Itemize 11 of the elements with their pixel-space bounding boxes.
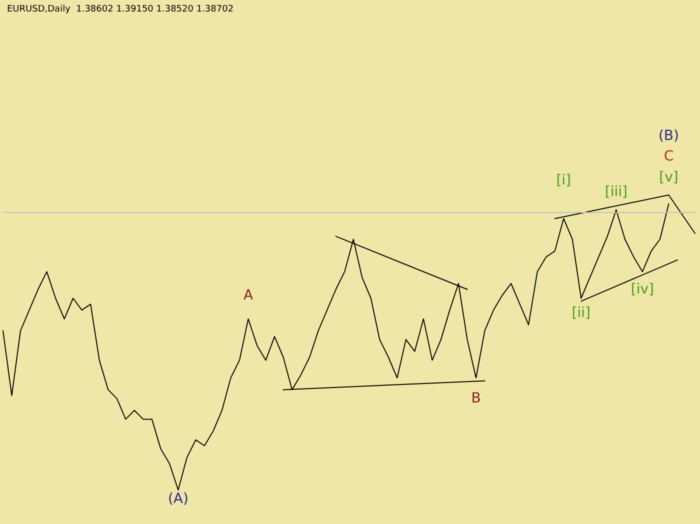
annotation: B [471, 390, 481, 407]
text: C [664, 148, 674, 165]
annotation: A [243, 287, 254, 304]
annotation: [iv] [630, 281, 654, 298]
annotation: [ii] [572, 305, 590, 321]
text: [i] [556, 172, 572, 188]
annotation: [iii] [604, 184, 628, 200]
text: [v] [659, 169, 678, 186]
chart-title: EURUSD,Daily 1.38602 1.39150 1.38520 1.38702 [7, 4, 234, 14]
text: (A) [168, 490, 188, 507]
text: (B) [658, 128, 679, 144]
